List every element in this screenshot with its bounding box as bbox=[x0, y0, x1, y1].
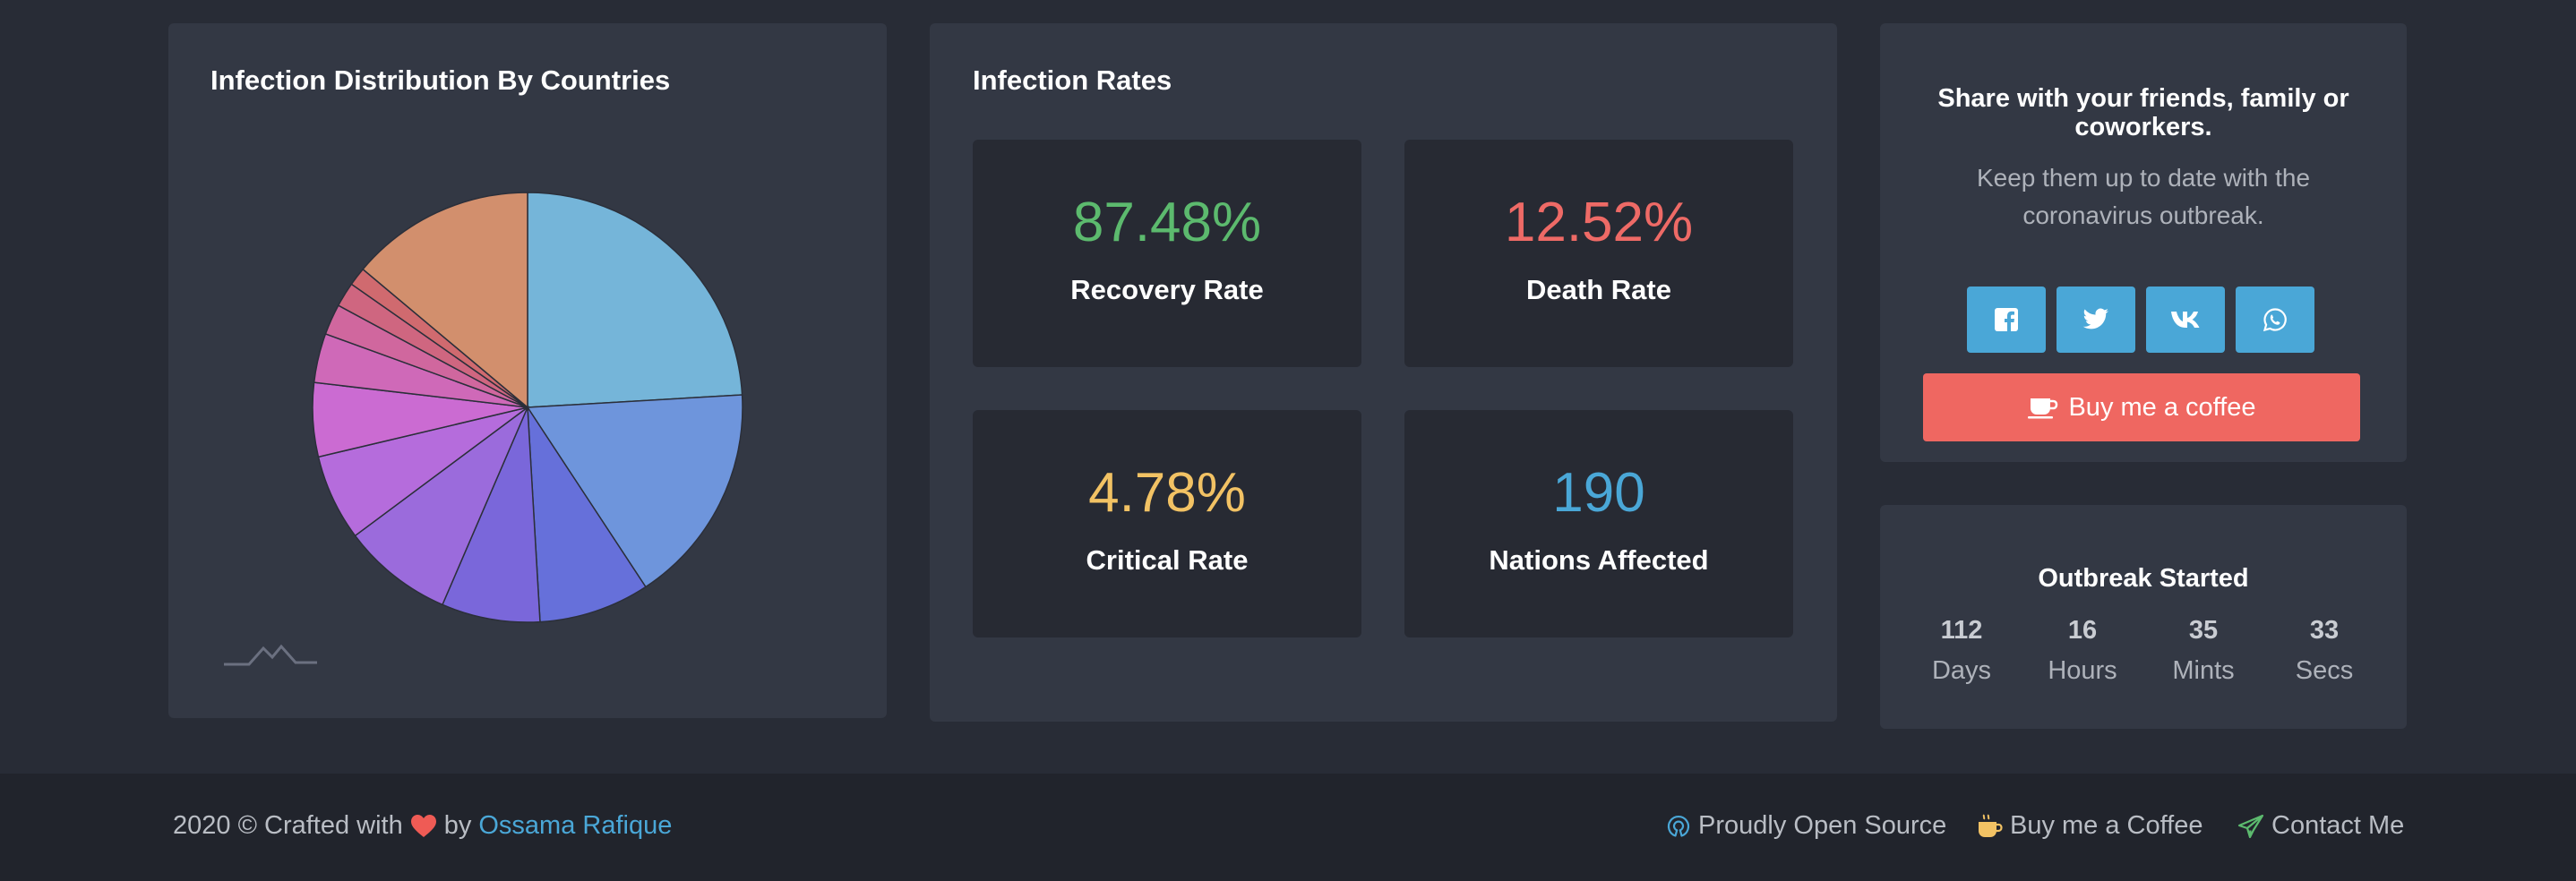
countdown-hours: 16 Hours bbox=[2029, 616, 2136, 686]
countdown-number: 16 bbox=[2067, 616, 2098, 645]
countdown-seconds: 33 Secs bbox=[2271, 616, 2378, 686]
countdown-days: 112 Days bbox=[1908, 616, 2015, 686]
pie-slice[interactable] bbox=[527, 192, 743, 408]
distribution-title: Infection Distribution By Countries bbox=[210, 64, 671, 96]
coffee-cup-icon bbox=[2028, 398, 2058, 419]
author-link[interactable]: Ossama Rafique bbox=[478, 811, 673, 840]
twitter-icon bbox=[2082, 308, 2108, 329]
countdown-number: 35 bbox=[2188, 616, 2219, 645]
rates-title: Infection Rates bbox=[973, 64, 1172, 96]
buy-coffee-link-label: Buy me a Coffee bbox=[2010, 811, 2203, 840]
vk-share-button[interactable] bbox=[2146, 287, 2225, 353]
open-source-icon bbox=[1667, 815, 1690, 837]
whatsapp-share-button[interactable] bbox=[2236, 287, 2314, 353]
amcharts-logo-icon bbox=[224, 644, 317, 666]
countdown-unit: Days bbox=[1931, 656, 1992, 685]
stat-nations-affected: 190 Nations Affected bbox=[1404, 410, 1793, 637]
facebook-icon bbox=[1995, 308, 2018, 331]
heart-icon bbox=[410, 815, 436, 837]
contact-link[interactable]: Contact Me bbox=[2237, 811, 2404, 841]
rates-card: Infection Rates 87.48% Recovery Rate 12.… bbox=[930, 23, 1837, 722]
open-source-link[interactable]: Proudly Open Source bbox=[1666, 811, 1946, 841]
buy-coffee-label: Buy me a coffee bbox=[2068, 392, 2256, 422]
stat-label: Critical Rate bbox=[1086, 544, 1249, 576]
pie-slice[interactable] bbox=[354, 405, 529, 606]
countdown-number: 112 bbox=[1940, 616, 1983, 645]
pie-slice[interactable] bbox=[527, 405, 647, 623]
footer-by-text: by bbox=[443, 811, 472, 840]
footer-credit: 2020 © Crafted with by Ossama Rafique bbox=[173, 811, 672, 841]
countdown-minutes: 35 Mints bbox=[2150, 616, 2257, 686]
pie-slice[interactable] bbox=[362, 192, 528, 409]
share-card: Share with your friends, family or cowor… bbox=[1880, 23, 2407, 462]
stat-value: 87.48% bbox=[1072, 192, 1262, 253]
open-source-label: Proudly Open Source bbox=[1698, 811, 1947, 840]
twitter-share-button[interactable] bbox=[2057, 287, 2135, 353]
outbreak-card: Outbreak Started 112 Days 16 Hours 35 Mi… bbox=[1880, 505, 2407, 729]
stat-label: Death Rate bbox=[1526, 274, 1671, 305]
countdown-unit: Mints bbox=[2172, 656, 2235, 685]
facebook-share-button[interactable] bbox=[1967, 287, 2046, 353]
stat-label: Recovery Rate bbox=[1070, 274, 1264, 305]
countdown-number: 33 bbox=[2309, 616, 2340, 645]
paper-plane-icon bbox=[2237, 814, 2264, 838]
share-title: Share with your friends, family or cowor… bbox=[1937, 84, 2349, 141]
footer-year-text: 2020 © Crafted with bbox=[173, 811, 403, 840]
outbreak-title: Outbreak Started bbox=[2038, 564, 2249, 593]
stat-label: Nations Affected bbox=[1489, 544, 1709, 576]
pie-chart bbox=[312, 192, 743, 623]
stat-value: 12.52% bbox=[1504, 192, 1694, 253]
countdown-unit: Hours bbox=[2048, 656, 2117, 685]
stat-value: 4.78% bbox=[1088, 462, 1246, 524]
countdown-unit: Secs bbox=[2295, 656, 2354, 685]
distribution-card: Infection Distribution By Countries bbox=[168, 23, 887, 718]
stat-death-rate: 12.52% Death Rate bbox=[1404, 140, 1793, 367]
vk-icon bbox=[2171, 312, 2200, 328]
pie-slice[interactable] bbox=[526, 394, 743, 588]
contact-label: Contact Me bbox=[2271, 811, 2405, 840]
whatsapp-icon bbox=[2263, 308, 2287, 332]
coffee-icon bbox=[1979, 814, 2003, 837]
stat-critical-rate: 4.78% Critical Rate bbox=[973, 410, 1361, 637]
pie-slice[interactable] bbox=[441, 406, 541, 623]
stat-value: 190 bbox=[1552, 462, 1645, 524]
buy-coffee-button[interactable]: Buy me a coffee bbox=[1923, 373, 2360, 441]
share-subtitle: Keep them up to date with the coronaviru… bbox=[1976, 164, 2311, 229]
stat-recovery-rate: 87.48% Recovery Rate bbox=[973, 140, 1361, 367]
buy-coffee-link[interactable]: Buy me a Coffee bbox=[1976, 811, 2202, 841]
footer: 2020 © Crafted with by Ossama Rafique Pr… bbox=[0, 774, 2576, 881]
